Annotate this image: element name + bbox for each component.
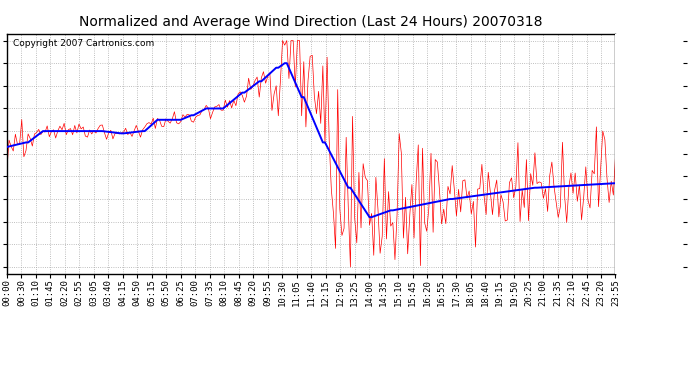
Text: Copyright 2007 Cartronics.com: Copyright 2007 Cartronics.com: [13, 39, 155, 48]
Text: Normalized and Average Wind Direction (Last 24 Hours) 20070318: Normalized and Average Wind Direction (L…: [79, 15, 542, 29]
